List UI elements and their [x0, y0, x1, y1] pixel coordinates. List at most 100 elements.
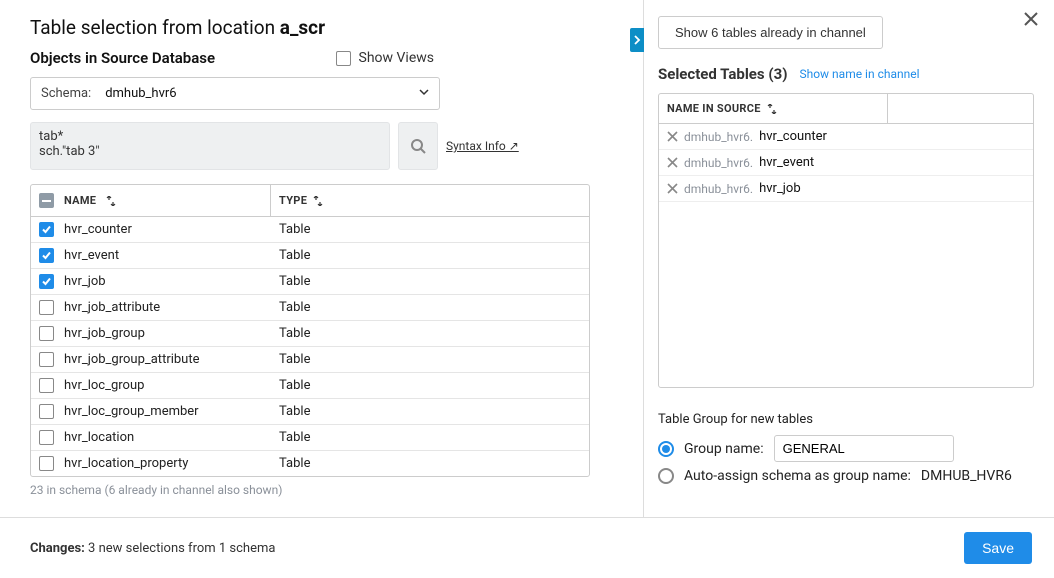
row-type: Table	[271, 451, 589, 476]
selected-tables-header: Selected Tables (3) Show name in channel	[658, 65, 1034, 83]
auto-assign-value: DMHUB_HVR6	[921, 468, 1012, 484]
row-checkbox[interactable]	[39, 430, 54, 445]
remove-icon[interactable]	[667, 131, 678, 142]
panel-divider	[630, 0, 644, 517]
search-button[interactable]	[398, 122, 438, 170]
table-row[interactable]: hvr_event Table	[31, 243, 589, 269]
chevron-down-icon	[419, 86, 429, 101]
select-all-checkbox[interactable]	[39, 193, 54, 208]
table-row[interactable]: hvr_job_group_attribute Table	[31, 347, 589, 373]
col-type-header[interactable]: TYPE	[271, 185, 589, 216]
show-views-label: Show Views	[359, 50, 435, 66]
row-type: Table	[271, 217, 589, 242]
dialog-title: Table selection from location a_scr	[30, 16, 614, 39]
show-name-in-channel-link[interactable]: Show name in channel	[799, 67, 919, 81]
selected-grid-header: NAME IN SOURCE	[659, 94, 1033, 124]
row-type: Table	[271, 373, 589, 398]
col-name-header[interactable]: NAME	[31, 185, 271, 216]
selected-row-name: hvr_counter	[759, 129, 827, 144]
show-views-toggle[interactable]: Show Views	[336, 50, 435, 66]
remove-icon[interactable]	[667, 157, 678, 168]
show-existing-tables-button[interactable]: Show 6 tables already in channel	[658, 16, 883, 49]
show-views-checkbox[interactable]	[336, 51, 351, 66]
table-row[interactable]: hvr_loc_group Table	[31, 373, 589, 399]
sort-icon[interactable]	[106, 196, 116, 206]
row-checkbox[interactable]	[39, 352, 54, 367]
title-location: a_scr	[280, 16, 325, 39]
group-name-label: Group name:	[684, 441, 764, 457]
row-type: Table	[271, 295, 589, 320]
selected-tables-title: Selected Tables (3)	[658, 65, 787, 83]
selected-tables-grid: NAME IN SOURCE dmhub_hvr6.hvr_counterdmh…	[658, 93, 1034, 388]
row-name: hvr_event	[64, 248, 119, 263]
table-row[interactable]: hvr_job Table	[31, 269, 589, 295]
collapse-handle[interactable]	[630, 28, 644, 52]
row-type: Table	[271, 347, 589, 372]
auto-assign-radio-row[interactable]: Auto-assign schema as group name: DMHUB_…	[658, 468, 1034, 484]
changes-text: 3 new selections from 1 schema	[85, 541, 276, 556]
selected-row-schema: dmhub_hvr6.	[684, 156, 753, 170]
selected-row-name: hvr_event	[759, 155, 814, 170]
table-group-title: Table Group for new tables	[658, 412, 1034, 427]
table-row[interactable]: hvr_job_attribute Table	[31, 295, 589, 321]
title-prefix: Table selection from location	[30, 16, 280, 39]
group-name-radio-row[interactable]: Group name:	[658, 435, 1034, 462]
left-panel: Table selection from location a_scr Obje…	[0, 0, 630, 517]
schema-value: dmhub_hvr6	[105, 86, 176, 101]
row-name: hvr_job_group	[64, 326, 145, 341]
row-name: hvr_job_group_attribute	[64, 352, 200, 367]
footer: Changes: 3 new selections from 1 schema …	[0, 518, 1054, 578]
syntax-info-link[interactable]: Syntax Info ↗	[446, 139, 519, 153]
changes-label: Changes:	[30, 541, 85, 556]
table-group-title-text: Table Group for new tables	[658, 412, 813, 427]
col-name-in-source-header[interactable]: NAME IN SOURCE	[659, 94, 888, 123]
row-type: Table	[271, 243, 589, 268]
selected-table-row: dmhub_hvr6.hvr_job	[659, 176, 1033, 202]
sort-icon[interactable]	[767, 104, 777, 114]
auto-assign-radio[interactable]	[658, 468, 674, 484]
row-checkbox[interactable]	[39, 274, 54, 289]
changes-summary: Changes: 3 new selections from 1 schema	[30, 541, 275, 556]
table-row[interactable]: hvr_location_property Table	[31, 451, 589, 476]
dialog-root: Table selection from location a_scr Obje…	[0, 0, 1054, 578]
schema-label: Schema:	[41, 86, 91, 101]
row-checkbox[interactable]	[39, 222, 54, 237]
row-name: hvr_loc_group	[64, 378, 144, 393]
sort-icon[interactable]	[313, 196, 323, 206]
main-area: Table selection from location a_scr Obje…	[0, 0, 1054, 518]
table-row[interactable]: hvr_counter Table	[31, 217, 589, 243]
schema-select[interactable]: Schema: dmhub_hvr6	[30, 77, 440, 110]
col-name-in-source-label: NAME IN SOURCE	[667, 102, 761, 115]
row-name: hvr_location	[64, 430, 134, 445]
selected-row-schema: dmhub_hvr6.	[684, 130, 753, 144]
save-button[interactable]: Save	[964, 532, 1032, 564]
row-type: Table	[271, 321, 589, 346]
selected-row-name: hvr_job	[759, 181, 801, 196]
group-name-input[interactable]	[774, 435, 954, 462]
filter-textarea[interactable]	[30, 122, 390, 170]
row-checkbox[interactable]	[39, 326, 54, 341]
objects-in-source-label: Objects in Source Database	[30, 49, 215, 67]
table-row[interactable]: hvr_job_group Table	[31, 321, 589, 347]
row-checkbox[interactable]	[39, 456, 54, 471]
row-type: Table	[271, 399, 589, 424]
table-row[interactable]: hvr_location Table	[31, 425, 589, 451]
filter-row: Syntax Info ↗	[30, 122, 614, 170]
auto-assign-label: Auto-assign schema as group name:	[684, 468, 911, 484]
remove-icon[interactable]	[667, 183, 678, 194]
row-type: Table	[271, 269, 589, 294]
table-row[interactable]: hvr_loc_group_member Table	[31, 399, 589, 425]
row-type: Table	[271, 425, 589, 450]
row-name: hvr_job_attribute	[64, 300, 160, 315]
row-checkbox[interactable]	[39, 404, 54, 419]
row-name: hvr_job	[64, 274, 106, 289]
row-name: hvr_loc_group_member	[64, 404, 199, 419]
table-group-section: Table Group for new tables Group name: A…	[658, 412, 1034, 484]
row-checkbox[interactable]	[39, 300, 54, 315]
row-checkbox[interactable]	[39, 378, 54, 393]
row-name: hvr_counter	[64, 222, 132, 237]
row-name: hvr_location_property	[64, 456, 188, 471]
group-name-radio[interactable]	[658, 441, 674, 457]
row-checkbox[interactable]	[39, 248, 54, 263]
close-button[interactable]	[1022, 10, 1040, 32]
